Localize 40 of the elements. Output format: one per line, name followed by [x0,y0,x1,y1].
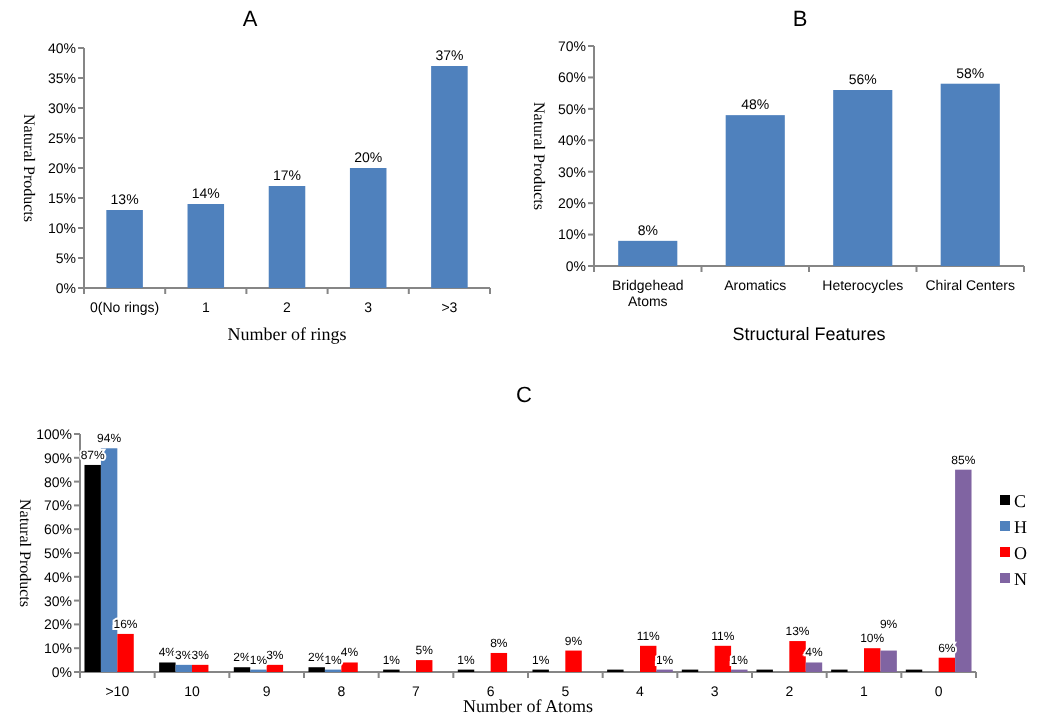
y-axis-title: Natural Products [16,499,34,607]
x-axis-title: Structural Features [732,324,887,344]
bar [864,648,881,672]
legend-label: N [1014,569,1028,590]
x-axis-title: Number of Atoms [463,696,594,716]
bar [940,83,1000,266]
bar [192,664,209,672]
bar [266,664,284,672]
bar [268,186,306,288]
chart-title: C [516,384,533,408]
bar [490,652,508,672]
x-axis-title: Number of rings [227,324,348,344]
bar [117,633,134,672]
bar [938,657,956,672]
bar [159,662,176,672]
bar [175,664,192,672]
legend-label: H [1014,517,1028,538]
legend-label: C [1014,491,1027,512]
bar [805,662,823,672]
bar [341,662,358,672]
y-axis-title: Natural Products [20,114,38,222]
bar [106,210,143,288]
bar [187,204,225,288]
bar [955,469,972,672]
bar [84,464,101,672]
bar [416,660,433,672]
legend-label: O [1014,543,1028,564]
chart-title: A [242,8,259,32]
y-axis-title: Natural Products [530,102,548,210]
bar [714,645,732,672]
bar [640,645,657,672]
bar [833,90,893,266]
bar [618,240,678,266]
bar [880,650,897,672]
bar [789,641,806,672]
bar [431,66,468,288]
bar [725,115,785,266]
bar [565,650,582,672]
chart-title: B [792,8,808,32]
bar [349,168,387,288]
